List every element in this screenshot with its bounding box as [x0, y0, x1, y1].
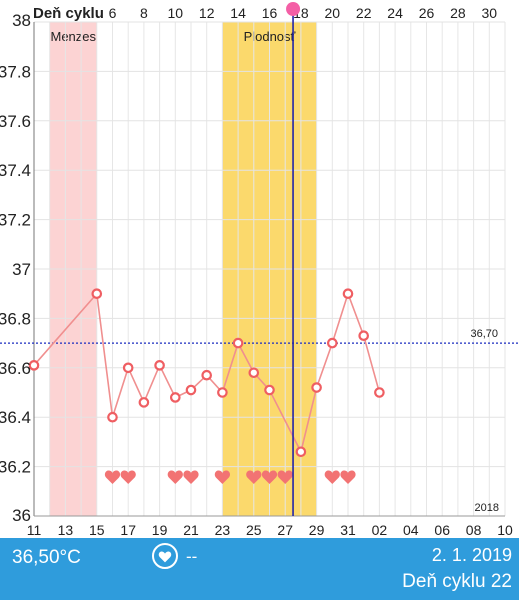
temperature-point[interactable]	[264, 384, 275, 396]
top-tick-label: 6	[109, 5, 117, 21]
bottom-tick-label: 21	[183, 522, 199, 538]
temperature-point[interactable]	[170, 392, 181, 403]
heart-icon[interactable]	[104, 470, 121, 484]
bottom-tick-label: 23	[215, 522, 231, 538]
bottom-tick-label: 10	[497, 522, 513, 538]
band-label-0: Menzes	[50, 29, 96, 44]
y-tick-label: 37.6	[0, 112, 31, 131]
temperature-point[interactable]	[122, 362, 134, 374]
heart-icon[interactable]	[277, 470, 293, 484]
heart-icon[interactable]	[183, 470, 199, 484]
top-tick-label: 20	[325, 5, 341, 21]
temperature-chart[interactable]: Menzes Plodnosť 36,70 3636.236.436.636.83…	[0, 0, 519, 538]
cursor-handle[interactable]	[286, 2, 301, 16]
temperature-point[interactable]	[138, 397, 150, 408]
top-tick-label: 28	[450, 5, 466, 21]
bottom-tick-label: 17	[120, 522, 136, 538]
bottom-tick-label: 25	[246, 522, 262, 538]
year-label: 2018	[475, 502, 499, 514]
heart-icon[interactable]	[120, 470, 136, 484]
y-tick-label: 36.4	[0, 408, 31, 427]
temperature-point[interactable]	[374, 387, 385, 398]
heart-icon[interactable]	[214, 470, 231, 484]
temperature-point[interactable]	[342, 288, 354, 299]
bottom-tick-label: 11	[27, 522, 42, 538]
bottom-info-bar: 36,50°C -- 2. 1. 2019 Deň cyklu 22	[0, 538, 519, 600]
heart-icon[interactable]	[324, 470, 340, 484]
intercourse-value: --	[186, 547, 198, 566]
y-tick-label: 37.4	[0, 161, 31, 180]
temperature-point[interactable]	[91, 288, 103, 299]
top-tick-label: 30	[482, 5, 498, 21]
bottom-tick-label: 31	[340, 522, 356, 538]
heart-icon[interactable]	[340, 470, 356, 484]
selected-date: 2. 1. 2019	[431, 545, 512, 565]
temperature-point[interactable]	[295, 446, 307, 458]
y-tick-label: 37.8	[0, 62, 31, 81]
top-tick-label: 12	[199, 5, 215, 21]
top-tick-label: 14	[230, 5, 246, 21]
bottom-tick-label: 08	[466, 522, 482, 538]
coverline-label: 36,70	[470, 328, 498, 340]
y-tick-label: 36.8	[0, 309, 31, 328]
temperature-point[interactable]	[154, 360, 165, 371]
temperature-point[interactable]	[311, 382, 322, 393]
temperature-point[interactable]	[326, 337, 338, 349]
bottom-tick-label: 15	[89, 522, 105, 538]
top-tick-label: 22	[356, 5, 372, 21]
bottom-tick-label: 06	[434, 522, 450, 538]
y-tick-label: 36	[12, 506, 31, 525]
top-tick-label: 8	[140, 5, 148, 21]
top-tick-label: 16	[262, 5, 278, 21]
heart-icon[interactable]	[246, 470, 262, 484]
y-tick-label: 36.6	[0, 359, 31, 378]
top-tick-label: 10	[168, 5, 184, 21]
cycle-day-label: Deň cyklu 22	[402, 571, 512, 592]
temperature-point[interactable]	[185, 384, 197, 396]
temperature-point[interactable]	[358, 330, 369, 341]
bottom-tick-label: 13	[58, 522, 74, 538]
y-tick-label: 37	[12, 260, 31, 279]
temperature-value[interactable]: 36,50°C	[12, 547, 81, 568]
heart-icon[interactable]	[261, 470, 278, 484]
bottom-tick-label: 27	[277, 522, 293, 538]
temperature-point[interactable]	[28, 360, 40, 371]
temperature-point[interactable]	[232, 337, 244, 349]
y-tick-label: 37.2	[0, 211, 31, 230]
bottom-tick-label: 19	[152, 522, 168, 538]
temperature-point[interactable]	[201, 369, 212, 381]
top-tick-label: 26	[419, 5, 435, 21]
heart-outline-icon[interactable]	[152, 543, 178, 569]
bottom-tick-label: 02	[372, 522, 388, 538]
temperature-point[interactable]	[217, 387, 228, 398]
heart-icon[interactable]	[167, 470, 183, 484]
temperature-point[interactable]	[107, 411, 118, 423]
y-tick-label: 36.2	[0, 458, 31, 477]
temperature-point[interactable]	[248, 367, 260, 379]
top-tick-label: 24	[387, 5, 403, 21]
bottom-tick-label: 04	[403, 522, 419, 538]
y-tick-label: 38	[12, 11, 31, 30]
bottom-tick-label: 29	[309, 522, 325, 538]
top-axis-title: Deň cyklu	[33, 5, 104, 22]
